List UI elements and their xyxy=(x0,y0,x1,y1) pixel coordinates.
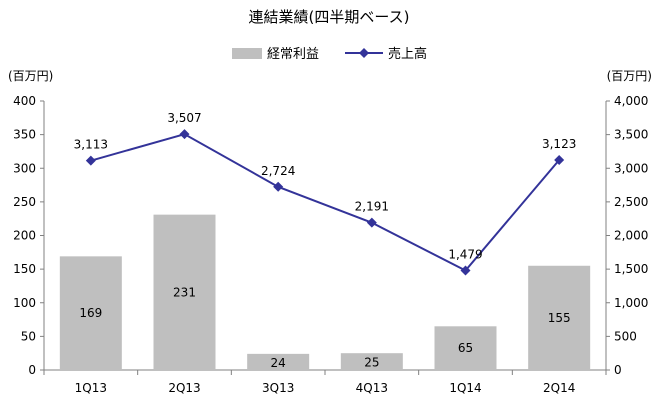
line-data-label: 2,191 xyxy=(355,200,389,214)
left-tick-label: 400 xyxy=(13,94,36,108)
bar-data-label: 169 xyxy=(79,306,102,320)
legend-label-bar: 経常利益 xyxy=(267,47,319,62)
bar-data-label: 155 xyxy=(548,311,571,325)
bar-data-label: 24 xyxy=(271,356,286,370)
line-data-label: 3,507 xyxy=(167,111,201,125)
left-tick-label: 0 xyxy=(28,363,36,377)
legend: 経常利益 売上高 xyxy=(232,46,427,62)
left-tick-label: 300 xyxy=(13,161,36,175)
right-tick-label: 2,500 xyxy=(614,195,648,209)
plot-area: 0 50 100 150 200 250 300 350 400 0 500 1,000 1,500 2,… xyxy=(13,94,648,395)
x-tick-label: 3Q13 xyxy=(262,381,294,395)
line-data-label: 3,123 xyxy=(542,137,576,151)
x-tick-label: 1Q14 xyxy=(449,381,481,395)
line-point xyxy=(366,217,377,228)
bar-data-label: 25 xyxy=(364,356,379,370)
right-tick-label: 3,500 xyxy=(614,128,648,142)
line-point xyxy=(554,154,565,165)
x-tick-label: 2Q14 xyxy=(543,381,575,395)
bar-data-label: 65 xyxy=(458,341,473,355)
x-tick-label: 2Q13 xyxy=(168,381,200,395)
left-tick-label: 100 xyxy=(13,296,36,310)
line-point xyxy=(460,265,471,276)
left-axis-unit: (百万円) xyxy=(8,69,53,83)
right-tick-label: 3,000 xyxy=(614,161,648,175)
right-tick-label: 500 xyxy=(614,329,637,343)
chart-title: 連結業績(四半期ベース) xyxy=(249,8,410,26)
line-point xyxy=(85,155,96,166)
line-data-label: 3,113 xyxy=(74,138,108,152)
right-tick-label: 0 xyxy=(614,363,622,377)
left-tick-label: 200 xyxy=(13,229,36,243)
line-data-label: 1,479 xyxy=(448,248,482,262)
right-axis-unit: (百万円) xyxy=(607,69,652,83)
left-tick-label: 50 xyxy=(21,329,36,343)
bar xyxy=(59,256,122,370)
legend-label-line: 売上高 xyxy=(388,46,427,62)
right-tick-label: 1,500 xyxy=(614,262,648,276)
legend-marker-diamond xyxy=(359,48,369,58)
x-tick-label: 1Q13 xyxy=(75,381,107,395)
line-series xyxy=(90,133,560,272)
line-point xyxy=(273,181,284,192)
right-tick-label: 1,000 xyxy=(614,296,648,310)
bar xyxy=(434,326,497,370)
right-tick-label: 2,000 xyxy=(614,229,648,243)
line-data-label: 2,724 xyxy=(261,164,295,178)
bar xyxy=(340,353,403,370)
bar xyxy=(528,265,591,370)
bar xyxy=(247,353,310,370)
line-point xyxy=(179,129,190,140)
left-tick-label: 350 xyxy=(13,128,36,142)
left-tick-label: 250 xyxy=(13,195,36,209)
left-tick-label: 150 xyxy=(13,262,36,276)
x-tick-label: 4Q13 xyxy=(356,381,388,395)
bar-data-label: 231 xyxy=(173,285,196,299)
legend-swatch-bar xyxy=(232,48,262,59)
right-tick-label: 4,000 xyxy=(614,94,648,108)
bar xyxy=(153,214,216,370)
